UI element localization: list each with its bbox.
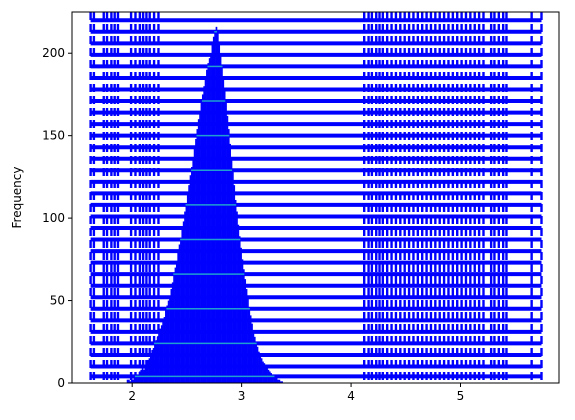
x-tick-label: 3 [238,389,246,403]
y-tick-label: 150 [42,129,65,143]
y-tick-label: 0 [57,376,65,390]
y-tick-label: 200 [42,46,65,60]
y-tick-label: 50 [50,294,65,308]
y-axis-label: Frequency [10,167,24,229]
x-tick-label: 5 [457,389,465,403]
x-tick-label: 2 [128,389,136,403]
x-tick-label: 4 [347,389,355,403]
y-tick-label: 100 [42,211,65,225]
